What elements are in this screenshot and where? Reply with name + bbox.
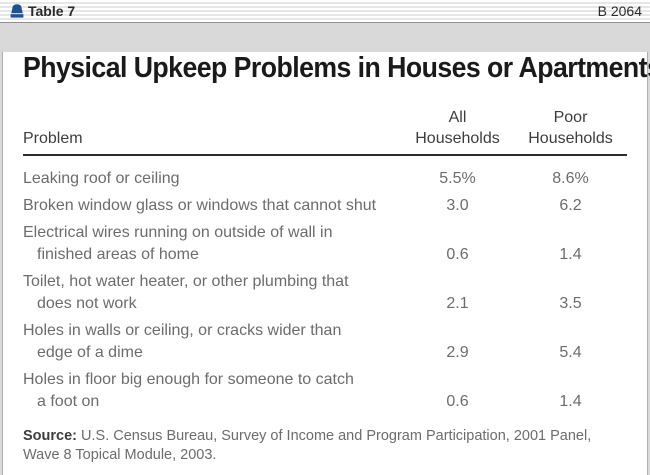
poor-households-value: 1.4 [559,393,582,410]
figure-header-bar: Table 7 B 2064 [0,0,650,23]
problem-cell: Broken window glass or windows that cann… [23,197,377,214]
page-code: B 2064 [597,3,642,19]
problem-cell: Holes in walls or ceiling, or cracks wid… [23,322,342,361]
poor-households-value: 5.4 [559,344,582,361]
table-row: Holes in floor big enough for someone to… [23,369,627,413]
all-households-value: 0.6 [446,246,469,263]
table-body: Leaking roof or ceiling 5.5% 8.6% Broken… [23,168,627,413]
column-header-poor-households: Poor Households [528,109,613,147]
all-households-value: 3.0 [446,197,469,214]
all-households-value: 0.6 [446,393,469,410]
all-households-value: 2.1 [446,295,469,312]
header-rule [23,154,627,156]
source-note: Source: U.S. Census Bureau, Survey of In… [23,427,623,465]
problem-cell: Electrical wires running on outside of w… [23,224,333,263]
all-households-value: 2.9 [446,344,469,361]
problem-cell: Toilet, hot water heater, or other plumb… [23,273,349,312]
liberty-bell-icon [10,3,24,18]
problem-cell: Holes in floor big enough for someone to… [23,371,354,410]
poor-households-value: 1.4 [559,246,582,263]
poor-households-value: 8.6% [552,170,589,187]
table-row: Leaking roof or ceiling 5.5% 8.6% [23,168,627,190]
problem-cell: Leaking roof or ceiling [23,170,180,187]
all-households-value: 5.5% [439,170,476,187]
table-row: Broken window glass or windows that cann… [23,195,627,217]
source-text: U.S. Census Bureau, Survey of Income and… [23,428,592,463]
poor-households-value: 3.5 [559,295,582,312]
poor-households-value: 6.2 [559,197,582,214]
column-header-problem: Problem [23,130,83,147]
source-label: Source: [23,428,77,444]
table-row: Electrical wires running on outside of w… [23,222,627,266]
table-number-label: Table 7 [9,3,75,19]
table-row: Toilet, hot water heater, or other plumb… [23,271,627,315]
column-header-all-households: All Households [415,109,500,147]
table-number-text: Table 7 [28,3,76,19]
table-title: Physical Upkeep Problems in Houses or Ap… [23,52,650,84]
table-header-row: Problem All Households Poor Households [23,107,627,149]
table-row: Holes in walls or ceiling, or cracks wid… [23,320,627,364]
table-card: Physical Upkeep Problems in Houses or Ap… [2,52,650,475]
